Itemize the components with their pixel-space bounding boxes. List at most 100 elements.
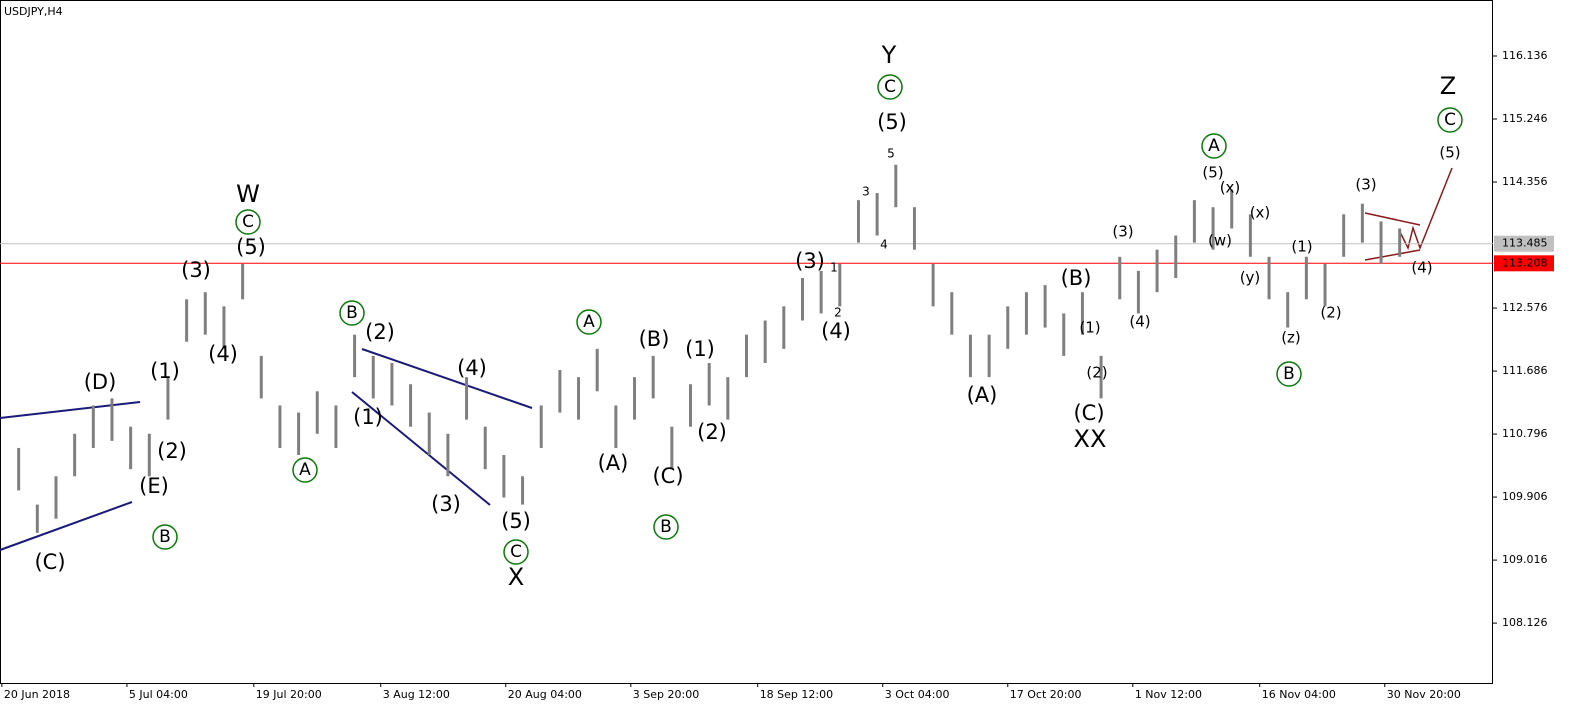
wave-circle <box>1201 133 1227 159</box>
wave-circle <box>1437 107 1463 133</box>
wave-circle <box>152 524 178 550</box>
wave-label: (x) <box>1250 204 1271 222</box>
wave-label: Z <box>1440 72 1456 100</box>
wave-label: (E) <box>139 474 169 498</box>
wave-label: (3) <box>795 249 825 273</box>
wave-label: (C) <box>1073 401 1104 425</box>
wave-label: (5) <box>501 509 531 533</box>
wave-label: 4 <box>880 238 888 252</box>
wave-label: (1) <box>353 405 383 429</box>
wave-label: 3 <box>862 185 870 199</box>
wave-label: (B) <box>1061 266 1092 290</box>
wave-label: (A) <box>967 383 998 407</box>
wave-label: (B) <box>639 327 670 351</box>
y-tick-label: 109.016 <box>1502 553 1548 566</box>
x-tick-label: 3 Oct 04:00 <box>885 688 950 701</box>
wave-label: (2) <box>365 320 395 344</box>
wave-label: (2) <box>1086 364 1107 382</box>
wave-label: (C) <box>652 464 683 488</box>
wave-label: (1) <box>1291 238 1312 256</box>
wave-label: (4) <box>457 356 487 380</box>
y-tick-label: 114.356 <box>1502 175 1548 188</box>
wave-label: (5) <box>1439 144 1460 162</box>
wave-circle <box>576 309 602 335</box>
y-tick-label: 109.906 <box>1502 490 1548 503</box>
y-tick-label: 112.576 <box>1502 301 1548 314</box>
x-tick-label: 3 Sep 20:00 <box>633 688 699 701</box>
wave-label: (5) <box>236 235 266 259</box>
x-tick-label: 20 Aug 04:00 <box>508 688 582 701</box>
wave-label: (w) <box>1208 232 1232 250</box>
price-label: 113.485 <box>1502 237 1548 250</box>
wave-label: X <box>508 563 524 591</box>
x-tick-label: 17 Oct 20:00 <box>1010 688 1082 701</box>
wave-label: (2) <box>1320 304 1341 322</box>
x-tick-label: 1 Nov 12:00 <box>1135 688 1202 701</box>
wave-label: (3) <box>431 492 461 516</box>
wave-label: (4) <box>208 342 238 366</box>
y-tick-label: 116.136 <box>1502 49 1548 62</box>
wave-circle <box>292 457 318 483</box>
chart-title: USDJPY,H4 <box>4 5 63 18</box>
y-tick-label: 108.126 <box>1502 616 1548 629</box>
wave-label: C <box>1444 110 1456 130</box>
wave-label: (4) <box>1129 313 1150 331</box>
wave-label: C <box>884 77 896 97</box>
wave-label: (z) <box>1281 329 1301 347</box>
y-tick-label: 115.246 <box>1502 112 1548 125</box>
wave-label: (2) <box>697 420 727 444</box>
x-tick-label: 19 Jul 20:00 <box>256 688 322 701</box>
wave-label: (3) <box>1355 176 1376 194</box>
x-tick-label: 30 Nov 20:00 <box>1387 688 1461 701</box>
wave-label: (1) <box>1079 319 1100 337</box>
plot-frame <box>0 0 1493 684</box>
wave-label: (2) <box>157 439 187 463</box>
wave-label: 2 <box>834 306 842 320</box>
wave-label: (C) <box>34 550 65 574</box>
wave-label: (5) <box>1202 164 1223 182</box>
y-tick-label: 110.796 <box>1502 427 1548 440</box>
wave-label: XX <box>1074 425 1107 453</box>
y-tick-label: 111.686 <box>1502 364 1548 377</box>
wave-label: (5) <box>877 110 907 134</box>
wave-label: (D) <box>84 370 117 394</box>
wave-label: (x) <box>1220 179 1241 197</box>
wave-circle <box>235 209 261 235</box>
x-tick-label: 3 Aug 12:00 <box>383 688 450 701</box>
wave-circle <box>877 74 903 100</box>
price-label: 113.208 <box>1502 256 1548 269</box>
price-label-box <box>1494 255 1554 272</box>
price-label-box <box>1494 235 1554 252</box>
x-tick-label: 20 Jun 2018 <box>4 688 70 701</box>
wave-label: A <box>1208 136 1220 156</box>
wave-circle <box>1276 361 1302 387</box>
wave-label: 1 <box>830 261 838 275</box>
wave-circle <box>653 514 679 540</box>
wave-label: (1) <box>685 337 715 361</box>
wave-circle <box>339 300 365 326</box>
wave-label: B <box>1283 364 1295 384</box>
wave-label: (3) <box>181 258 211 282</box>
wave-label: C <box>510 542 522 562</box>
wave-circle <box>503 539 529 565</box>
wave-label: A <box>299 460 311 480</box>
x-tick-label: 5 Jul 04:00 <box>129 688 188 701</box>
wave-label: B <box>346 303 358 323</box>
wave-label: (y) <box>1240 269 1261 287</box>
wave-label: (3) <box>1112 223 1133 241</box>
wave-label: (4) <box>1411 259 1432 277</box>
wave-label: 5 <box>887 147 895 161</box>
wave-label: A <box>583 312 595 332</box>
wave-label: B <box>660 517 672 537</box>
x-tick-label: 18 Sep 12:00 <box>760 688 833 701</box>
wave-label: (4) <box>821 319 851 343</box>
projection-lines <box>1364 167 1453 261</box>
wave-label: W <box>236 180 260 208</box>
x-tick-label: 16 Nov 04:00 <box>1262 688 1336 701</box>
wave-label: (1) <box>150 359 180 383</box>
wave-label: B <box>159 527 171 547</box>
wave-label: Y <box>881 41 897 69</box>
wave-label: C <box>242 212 254 232</box>
wave-label: (A) <box>598 451 629 475</box>
